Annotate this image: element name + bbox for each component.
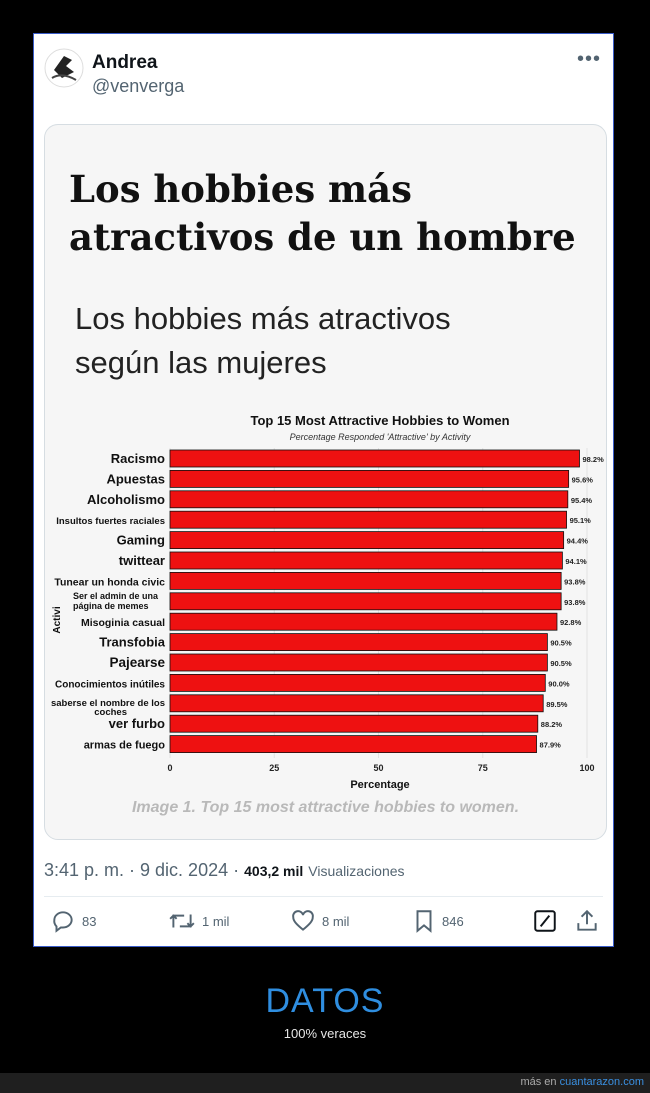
x-tick-label: 25 [269,763,279,773]
share-icon [577,909,597,931]
headline-line-1: Los hobbies más [69,167,412,211]
value-label: 93.8% [564,598,586,607]
category-label: Transfobia [99,635,166,650]
grok-icon [534,910,556,932]
x-axis-label: Percentage [350,779,409,791]
value-label: 94.4% [567,537,589,546]
tweet-image[interactable]: Los hobbies más atractivos de un hombre … [44,124,607,840]
value-label: 95.4% [571,496,593,505]
more-options-icon[interactable]: ••• [576,48,601,70]
divider [44,896,603,897]
like-button[interactable]: 8 mil [290,908,349,934]
tweet-card: Andrea @venverga ••• Los hobbies más atr… [33,33,614,947]
post-subtitle: 100% veraces [283,1026,367,1041]
site-footer-bar: más en cuantarazon.com [0,1073,650,1093]
heart-icon [292,910,314,931]
reply-icon [53,911,73,933]
avatar-drawing-icon [44,48,84,88]
bar-chart: Top 15 Most Attractive Hobbies to Women P… [51,413,604,791]
x-tick-label: 75 [478,763,488,773]
chart-title: Top 15 Most Attractive Hobbies to Women [250,413,509,428]
like-count: 8 mil [322,913,350,929]
bookmark-icon [416,910,432,933]
bookmark-button[interactable]: 846 [412,908,464,934]
category-label: Insultos fuertes raciales [56,516,165,527]
author-name[interactable]: Andrea [92,52,158,73]
grok-button[interactable] [532,908,558,934]
reply-button[interactable]: 83 [50,908,96,934]
image-caption: Image 1. Top 15 most attractive hobbies … [131,799,520,816]
image-headline: Los hobbies más atractivos de un hombre [69,165,589,261]
value-label: 92.8% [560,618,582,627]
category-label: twittear [119,553,165,568]
image-subhead: Los hobbies más atractivos según las muj… [75,297,575,385]
retweet-count: 1 mil [202,913,230,929]
category-label: armas de fuego [84,740,166,752]
bar [169,551,563,570]
bar [169,531,565,550]
value-label: 88.2% [541,720,563,729]
value-label: 90.5% [550,659,572,668]
category-label: Pajearse [109,655,165,670]
value-label: 98.2% [582,455,604,464]
bar [169,735,537,753]
bar [169,674,546,692]
category-label: saberse el nombre de los [51,698,165,709]
headline-line-2: atractivos de un hombre [69,215,576,259]
bar [169,469,570,488]
value-label: 90.0% [548,679,570,688]
category-label: Racismo [111,451,165,466]
subhead-line-2: según las mujeres [75,345,327,380]
bar [169,510,567,529]
value-label: 95.6% [572,475,594,484]
bar [169,653,548,672]
tweet-timestamp[interactable]: 3:41 p. m. · 9 dic. 2024 · [44,860,240,880]
category-label: Ser el admin de una [73,591,159,601]
post-title: DATOS [265,982,385,1020]
retweet-button[interactable]: 1 mil [168,908,229,934]
category-label: Alcoholismo [87,492,165,507]
x-tick-label: 100 [579,763,594,773]
value-label: 95.1% [570,516,592,525]
category-label: Gaming [117,533,165,548]
bar [169,633,548,652]
value-label: 94.1% [565,557,587,566]
x-tick-label: 0 [167,763,172,773]
views-count: 403,2 mil [244,863,304,879]
retweet-icon [169,914,195,928]
category-label: coches [94,707,127,718]
x-tick-label: 50 [373,763,383,773]
reply-count: 83 [82,913,97,929]
bar [169,449,580,468]
category-label: Conocimientos inútiles [55,679,165,690]
author-handle[interactable]: @venverga [92,76,185,96]
category-label: ver furbo [109,716,165,731]
bar [169,571,562,590]
bar [169,694,544,713]
site-credit: más en cuantarazon.com [520,1076,644,1088]
site-link[interactable]: cuantarazon.com [559,1076,644,1088]
bookmark-count: 846 [442,913,464,929]
tweet-meta: 3:41 p. m. · 9 dic. 2024 · 403,2 mil Vis… [44,860,405,881]
bar [169,490,569,509]
bar [169,592,562,611]
bar [169,612,558,631]
share-button[interactable] [574,908,600,934]
value-label: 90.5% [550,639,572,648]
value-label: 87.9% [540,741,562,750]
views-label: Visualizaciones [308,863,405,879]
avatar[interactable] [44,48,84,88]
category-label: Apuestas [106,471,165,486]
subhead-line-1: Los hobbies más atractivos [75,301,451,336]
credit-prefix: más en [520,1076,557,1088]
action-bar: 83 1 mil 8 mil 846 [34,902,615,942]
value-label: 93.8% [564,577,586,586]
y-axis-label: Activi [52,606,63,633]
chart-subtitle: Percentage Responded 'Attractive' by Act… [290,432,471,442]
category-label: página de memes [73,601,149,611]
value-label: 89.5% [546,700,568,709]
category-label: Misoginia casual [81,617,165,629]
category-label: Tunear un honda civic [54,576,165,588]
bar [169,714,539,733]
